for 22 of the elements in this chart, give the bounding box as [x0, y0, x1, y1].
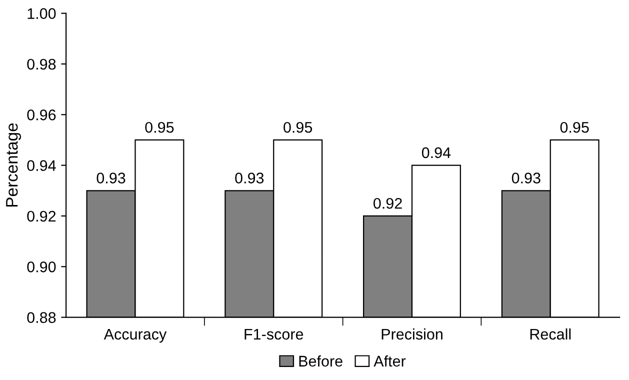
- y-tick-label: 1.00: [28, 8, 56, 19]
- data-label: 0.95: [560, 122, 589, 133]
- x-tick-label: Accuracy: [104, 328, 167, 343]
- x-tick-label: Precision: [382, 328, 442, 340]
- data-label: 0.93: [96, 172, 126, 184]
- y-tick-label: 0.94: [27, 160, 56, 171]
- data-label: 0.95: [145, 122, 174, 133]
- y-tick-label: 0.88: [27, 312, 56, 323]
- legend-label: After: [374, 355, 406, 367]
- y-tick-label: 0.98: [27, 58, 56, 70]
- legend-label: Before: [299, 355, 342, 367]
- data-label: 0.94: [422, 147, 451, 158]
- y-tick-label: 0.92: [27, 210, 56, 222]
- y-tick-label: 0.90: [27, 262, 56, 272]
- y-tick-label: 0.96: [27, 110, 56, 120]
- y-axis-title: Percentage: [6, 123, 22, 207]
- data-label: 0.92: [374, 198, 402, 209]
- data-label: 0.93: [235, 172, 264, 184]
- data-label: 0.95: [284, 122, 312, 133]
- x-tick-label: Recall: [530, 328, 571, 340]
- x-tick-label: F1-score: [244, 328, 304, 340]
- data-label: 0.93: [512, 172, 540, 184]
